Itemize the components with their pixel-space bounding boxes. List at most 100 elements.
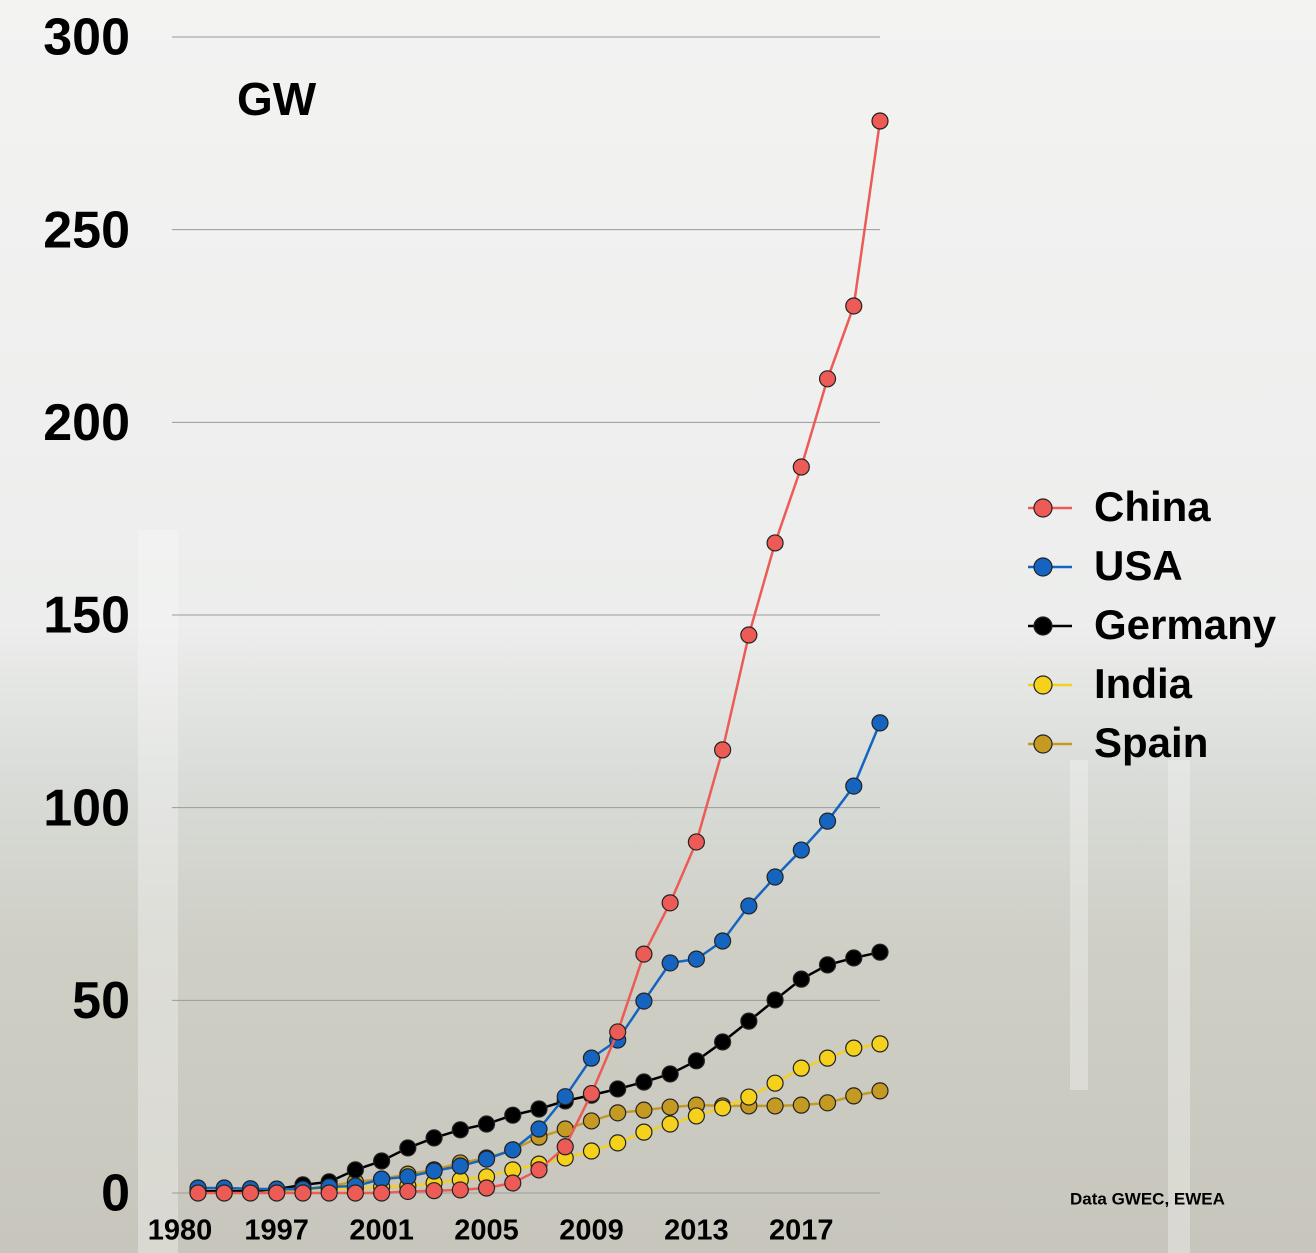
data-point xyxy=(582,1142,601,1160)
x-tick-label: 1980 xyxy=(148,1215,213,1247)
x-tick-label: 2013 xyxy=(664,1215,729,1247)
data-point xyxy=(766,868,784,886)
data-point xyxy=(504,1106,522,1124)
y-tick-label: 50 xyxy=(72,972,130,1030)
data-point xyxy=(635,992,653,1010)
data-point xyxy=(477,1179,496,1197)
x-tick-label: 2001 xyxy=(349,1215,414,1247)
data-point xyxy=(530,1100,548,1118)
data-point xyxy=(818,1049,837,1067)
data-point xyxy=(818,956,837,974)
data-point xyxy=(582,1112,601,1130)
data-point xyxy=(189,1184,207,1202)
data-point xyxy=(766,1074,784,1092)
legend-marker xyxy=(1033,498,1053,518)
legend-marker xyxy=(1033,616,1053,636)
legend-label: China xyxy=(1094,483,1211,530)
data-point xyxy=(399,1139,417,1157)
y-tick-label: 150 xyxy=(43,587,130,645)
data-point xyxy=(451,1121,469,1139)
data-point xyxy=(425,1129,443,1147)
data-point xyxy=(661,1115,679,1133)
data-point xyxy=(661,1098,679,1116)
data-point xyxy=(871,1035,889,1053)
data-point xyxy=(687,833,705,851)
data-point xyxy=(635,1101,653,1119)
data-point xyxy=(399,1182,417,1201)
legend-label: Germany xyxy=(1094,601,1277,648)
data-point xyxy=(871,1082,889,1100)
x-tick-label: 2017 xyxy=(769,1215,834,1247)
data-point xyxy=(661,954,679,972)
data-point xyxy=(346,1184,364,1202)
data-point xyxy=(871,943,889,961)
data-point xyxy=(792,458,810,476)
data-point xyxy=(425,1182,443,1200)
y-tick-label: 200 xyxy=(43,394,130,452)
data-point xyxy=(582,1084,601,1103)
data-point xyxy=(845,1087,863,1105)
data-point xyxy=(740,1012,758,1030)
data-point xyxy=(609,1023,627,1041)
data-point xyxy=(556,1088,574,1106)
data-point xyxy=(241,1184,260,1202)
data-point xyxy=(766,991,784,1009)
data-point xyxy=(714,932,732,950)
data-point xyxy=(687,1052,705,1070)
data-point xyxy=(740,897,758,915)
legend-marker xyxy=(1033,734,1053,754)
data-point xyxy=(635,1123,653,1141)
legend-marker xyxy=(1033,675,1053,695)
chart-title: GW xyxy=(237,73,317,125)
data-point xyxy=(504,1174,522,1192)
data-point xyxy=(635,1073,653,1091)
data-point xyxy=(609,1104,627,1122)
data-point xyxy=(687,1107,705,1125)
data-point xyxy=(451,1181,469,1199)
data-point xyxy=(766,1097,784,1115)
data-point xyxy=(373,1152,391,1170)
data-point xyxy=(661,1065,679,1083)
legend-label: USA xyxy=(1094,542,1183,589)
y-tick-label: 100 xyxy=(43,779,130,837)
data-point xyxy=(609,1080,627,1098)
data-point xyxy=(477,1115,496,1133)
data-point xyxy=(845,297,863,315)
data-point xyxy=(792,1096,810,1114)
data-point xyxy=(268,1184,286,1202)
data-point xyxy=(530,1120,548,1138)
data-point xyxy=(556,1138,574,1156)
data-point xyxy=(740,1088,758,1106)
data-point xyxy=(320,1184,338,1202)
data-point xyxy=(714,1099,732,1117)
legend-label: Spain xyxy=(1094,719,1208,766)
data-point xyxy=(740,626,758,644)
x-tick-label: 2005 xyxy=(454,1215,519,1247)
data-point xyxy=(714,1033,732,1051)
data-point xyxy=(399,1168,417,1186)
source-note: Data GWEC, EWEA xyxy=(1070,1189,1225,1208)
data-point xyxy=(451,1157,469,1175)
x-tick-label: 1997 xyxy=(244,1215,309,1247)
data-point xyxy=(714,741,732,759)
data-point xyxy=(425,1162,443,1180)
legend-label: India xyxy=(1094,660,1193,707)
series xyxy=(189,112,889,1202)
data-point xyxy=(792,970,810,988)
data-point xyxy=(294,1184,312,1202)
data-point xyxy=(818,370,837,388)
data-point xyxy=(845,1039,863,1057)
y-tick-label: 300 xyxy=(43,9,130,67)
data-point xyxy=(346,1161,364,1179)
y-tick-label: 0 xyxy=(101,1165,130,1223)
data-point xyxy=(215,1184,233,1202)
data-point xyxy=(871,714,889,732)
data-point xyxy=(530,1161,548,1179)
data-point xyxy=(661,894,679,912)
data-point xyxy=(504,1141,522,1159)
data-point xyxy=(845,949,863,967)
data-point xyxy=(373,1184,391,1202)
data-point xyxy=(582,1049,601,1067)
